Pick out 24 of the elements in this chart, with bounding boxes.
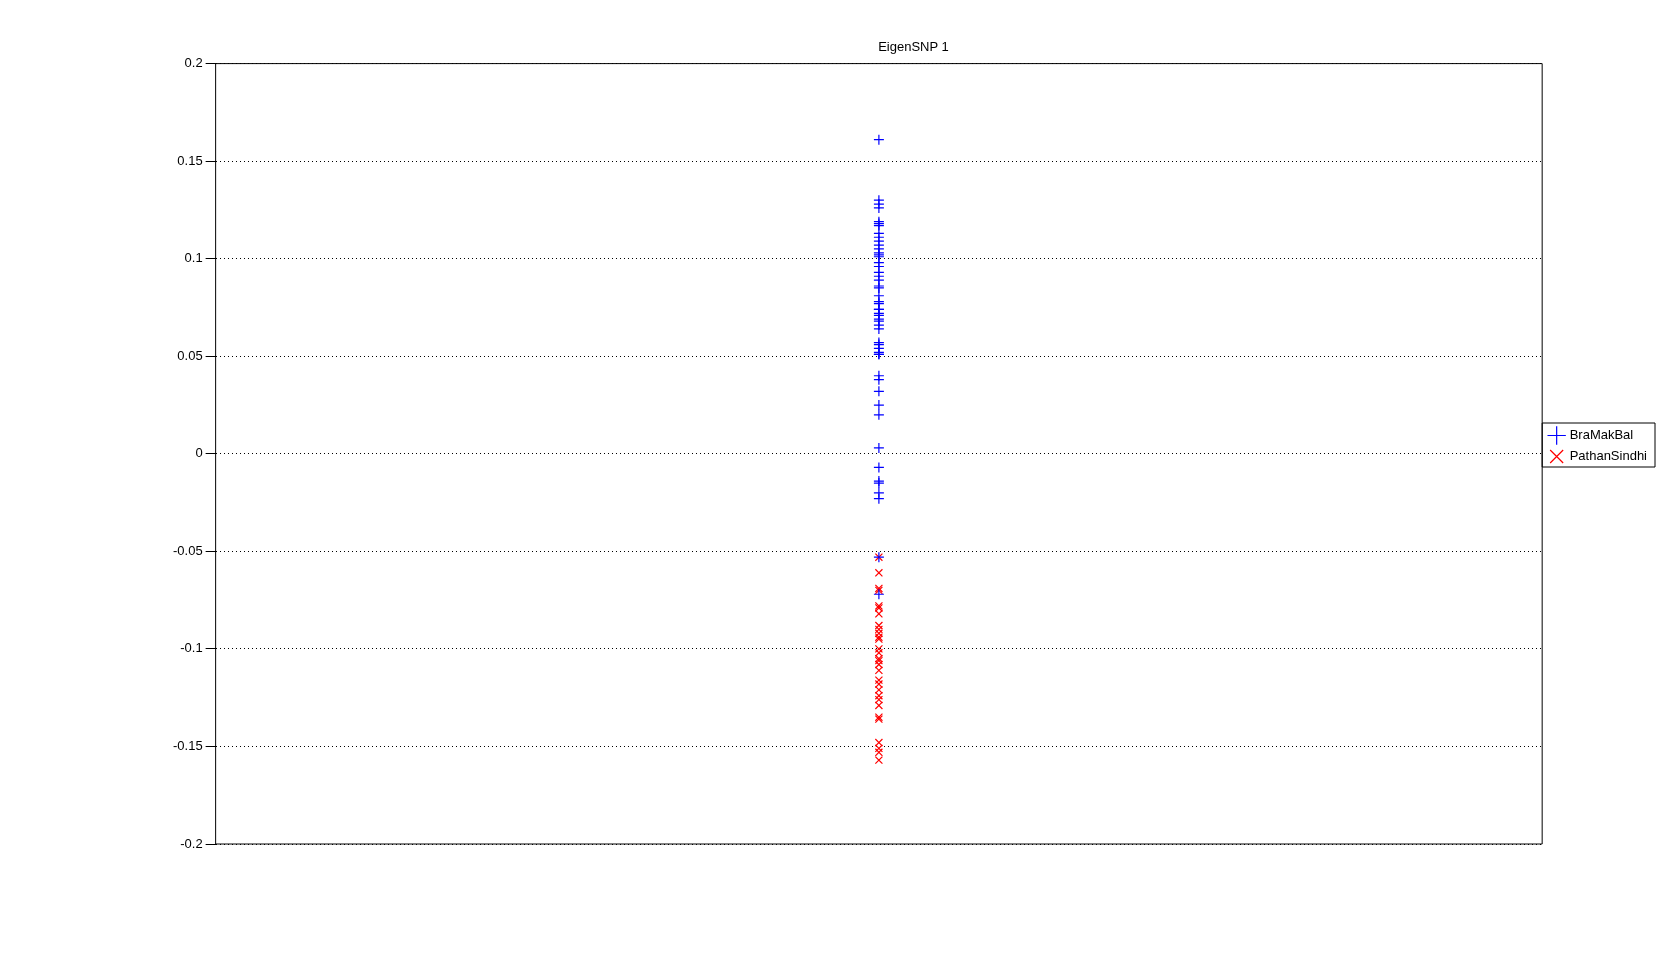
point [873, 493, 885, 505]
y-tick-label: -0.1 [180, 640, 203, 656]
y-tick-label: 0.15 [177, 152, 203, 168]
y-tick-label: 0.2 [184, 55, 203, 71]
point [873, 409, 885, 421]
chart-title: EigenSNP 1 [878, 39, 949, 55]
y-tick-label: -0.05 [172, 542, 203, 558]
y-tick-label: 0.05 [177, 347, 203, 363]
y-tick-label: 0 [195, 445, 203, 461]
point [873, 323, 885, 335]
legend-label: BraMakBal [1569, 427, 1634, 443]
point [873, 134, 885, 146]
point [873, 399, 885, 411]
point [873, 202, 885, 214]
legend-label: PathanSindhi [1569, 448, 1648, 464]
point [873, 461, 885, 474]
y-tick-label: -0.15 [172, 738, 203, 754]
y-tick-label: 0.1 [184, 250, 203, 266]
point [873, 385, 885, 397]
point [873, 442, 885, 454]
point [873, 588, 885, 600]
y-tick-label: -0.2 [180, 835, 203, 851]
point [874, 568, 884, 577]
point [873, 374, 885, 386]
